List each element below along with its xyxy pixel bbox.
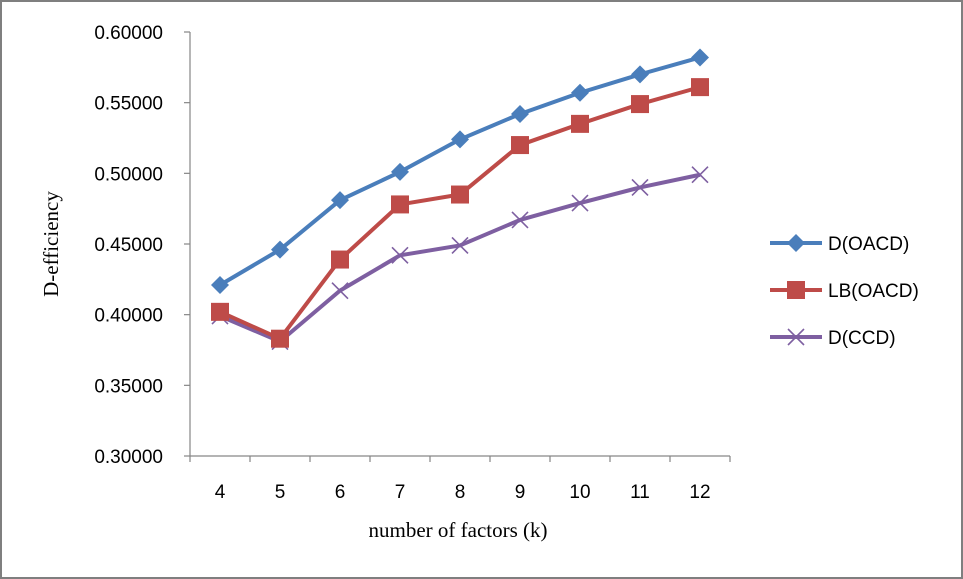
y-tick-label: 0.35000 (94, 376, 163, 397)
marker-stroke (787, 328, 805, 346)
legend-marker (787, 234, 805, 252)
legend-item: D(OACD) (770, 234, 909, 255)
legend-item: LB(OACD) (770, 281, 919, 302)
series-LB(OACD) (211, 78, 709, 348)
data-point (271, 329, 289, 348)
data-point (511, 211, 529, 229)
data-point (211, 275, 229, 294)
series-layer (211, 48, 709, 351)
x-tick-label: 8 (455, 482, 466, 503)
y-tick-label: 0.40000 (94, 306, 163, 327)
legend-label: LB(OACD) (828, 281, 919, 302)
marker-stroke (691, 166, 709, 184)
data-point (631, 65, 649, 84)
data-point (271, 240, 289, 259)
marker-stroke (391, 246, 409, 264)
x-tick-label: 6 (335, 482, 346, 503)
x-tick-label: 7 (395, 482, 406, 503)
legend-marker (787, 328, 805, 346)
marker-stroke (571, 194, 589, 212)
legend-item: D(CCD) (770, 328, 896, 349)
x-ticks: 4 5 6 7 8 9 10 11 12 (189, 456, 731, 503)
series-line (218, 55, 701, 287)
x-axis-label: number of factors (k) (368, 518, 547, 542)
x-tick-label: 10 (569, 482, 590, 503)
x-tick-label: 11 (630, 482, 650, 503)
data-point (631, 178, 649, 197)
legend: D(OACD) LB(OACD) D(CCD) (770, 234, 919, 349)
data-point (511, 136, 529, 155)
data-point (451, 185, 469, 204)
data-point (571, 194, 589, 212)
data-point (691, 166, 709, 184)
x-tick-label: 5 (275, 482, 286, 503)
y-tick-label: 0.60000 (94, 23, 163, 44)
data-point (391, 195, 409, 214)
data-point (511, 104, 529, 123)
data-point (331, 191, 349, 210)
y-tick-label: 0.45000 (94, 235, 163, 256)
data-point (451, 236, 469, 254)
marker-stroke (511, 211, 529, 229)
y-tick-label: 0.30000 (94, 447, 163, 468)
marker-stroke (631, 178, 649, 197)
data-point (691, 78, 709, 97)
data-point (331, 282, 349, 300)
data-point (331, 250, 349, 269)
data-point (571, 83, 589, 102)
y-tick-label: 0.50000 (94, 164, 163, 185)
series-line (219, 85, 701, 341)
data-point (571, 114, 589, 133)
x-tick-label: 12 (689, 482, 710, 503)
series-D(OACD) (211, 48, 709, 294)
marker-stroke (451, 236, 469, 254)
data-point (391, 162, 409, 181)
marker-stroke (331, 282, 349, 300)
y-tick-label: 0.55000 (94, 94, 163, 115)
data-point (451, 130, 469, 149)
data-point (391, 246, 409, 264)
x-tick-label: 9 (515, 482, 526, 503)
y-axis-label: D-efficiency (39, 191, 63, 297)
y-ticks: 0.30000 0.35000 0.40000 0.45000 0.50000 0.550… (94, 23, 190, 468)
data-point (211, 302, 229, 321)
legend-label: D(OACD) (828, 234, 909, 255)
data-point (691, 48, 709, 67)
legend-label: D(CCD) (828, 328, 896, 349)
data-point (631, 95, 649, 114)
x-tick-label: 4 (215, 482, 226, 503)
legend-marker (787, 281, 805, 299)
